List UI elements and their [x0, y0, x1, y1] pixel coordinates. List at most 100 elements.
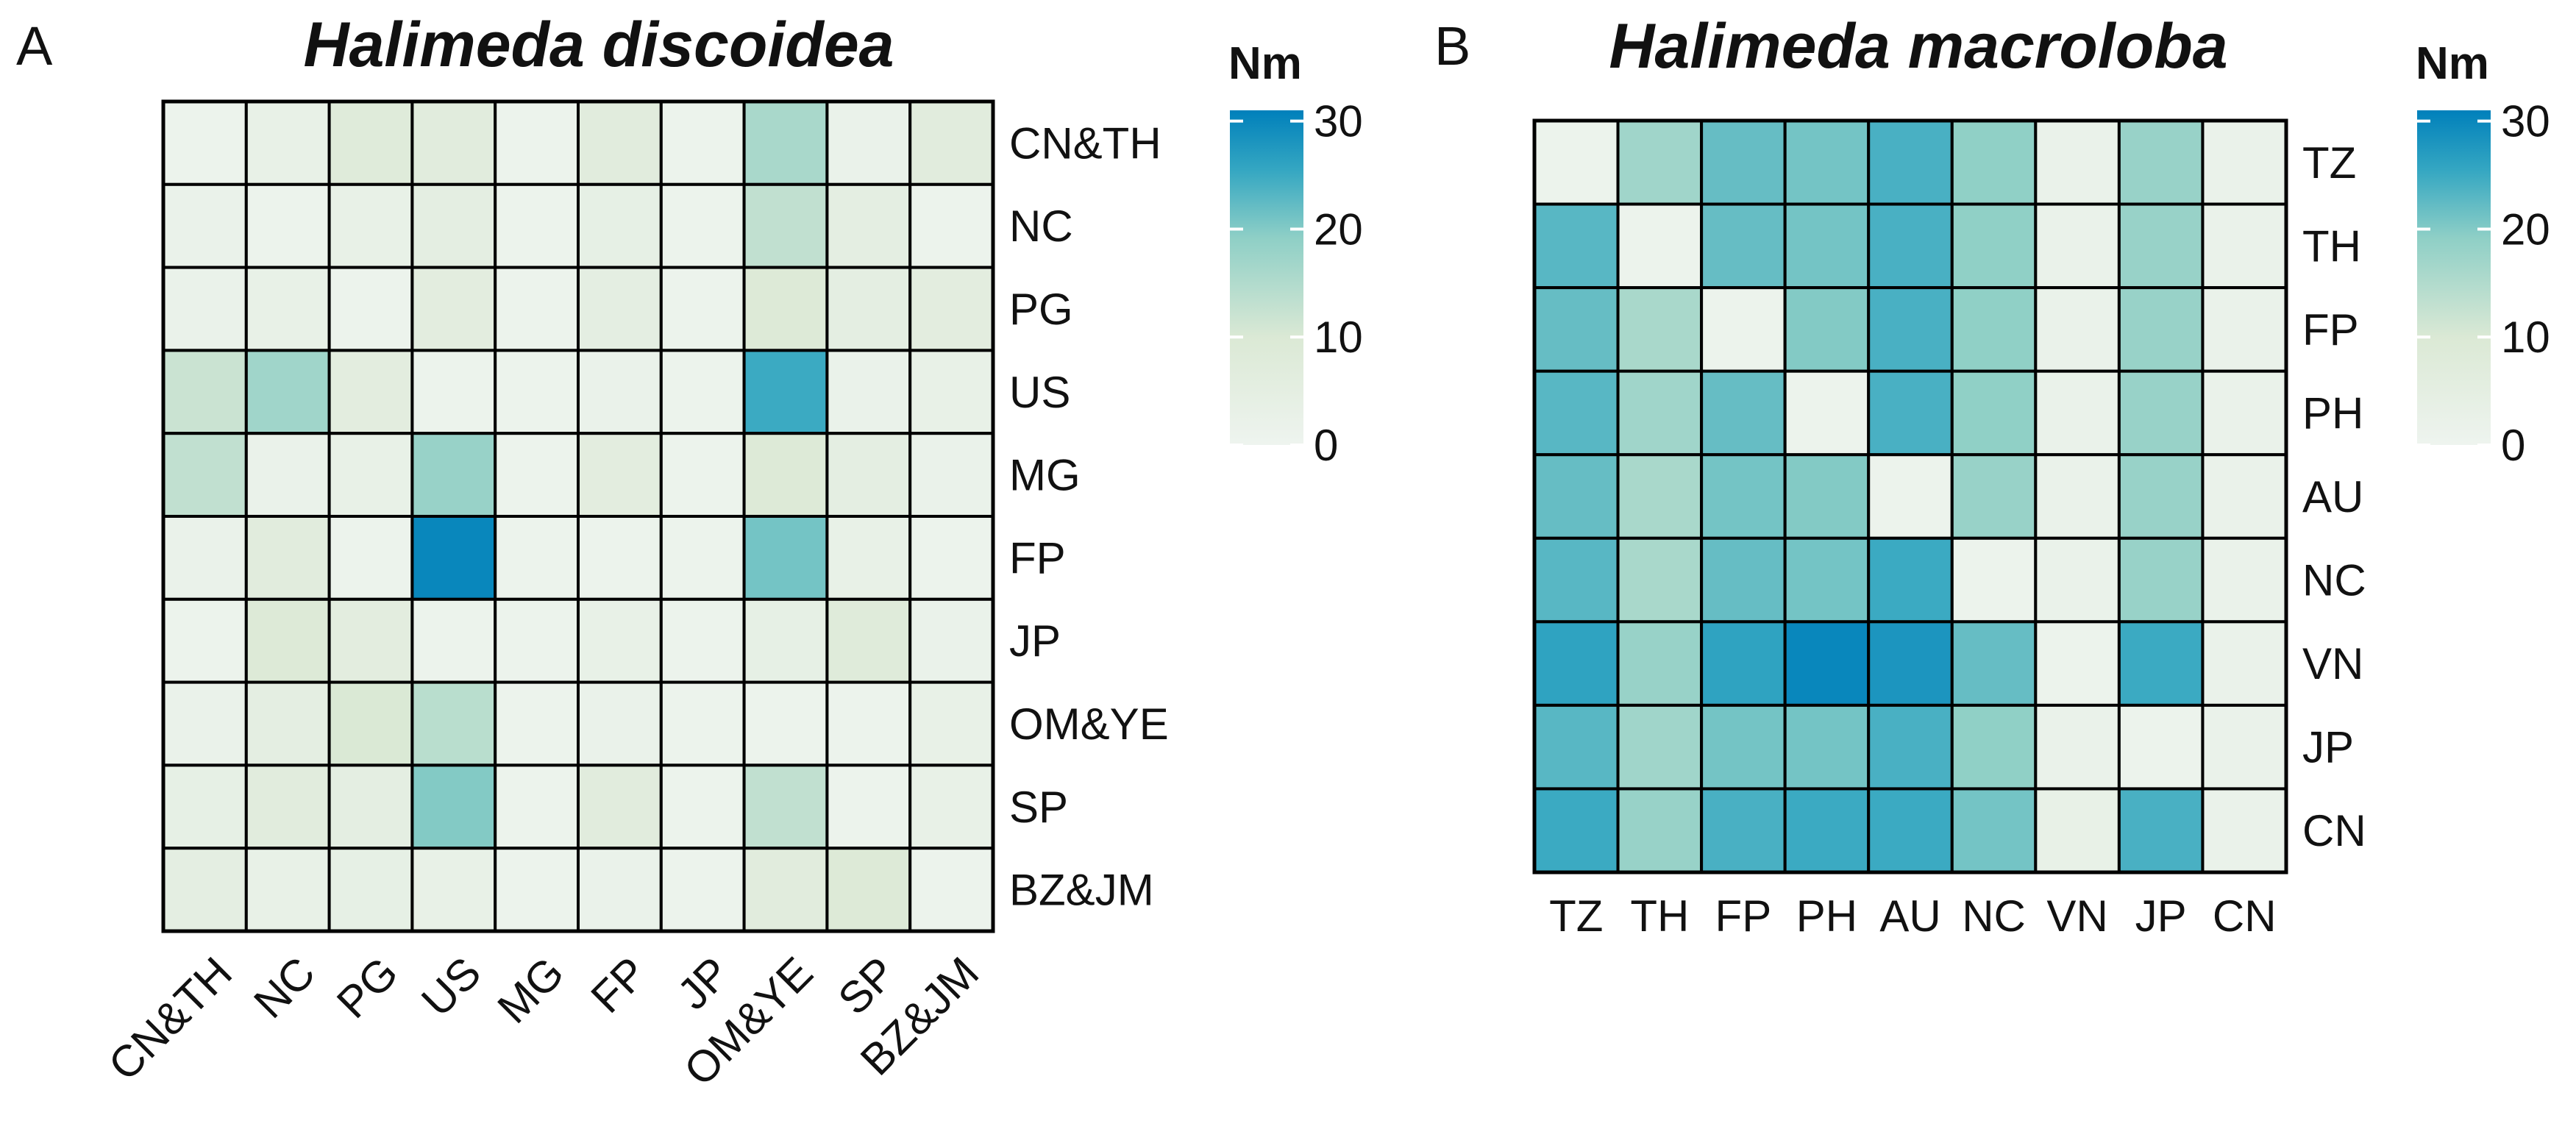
panel-a-cell-nc-sp [825, 182, 912, 269]
panel-b-cell-ph-au [1867, 369, 1954, 457]
panel-b-cell-th-fp [1700, 202, 1787, 290]
panel-b-cell-th-vn [2034, 202, 2121, 290]
panel-b-cell-jp-vn [2034, 703, 2121, 791]
panel-a-row-label-jp: JP [1009, 616, 1061, 666]
panel-a-legend-title: Nm [1228, 38, 1302, 89]
panel-a-cell-cn-th-nc [244, 100, 331, 186]
panel-a-cell-sp-sp [825, 763, 912, 850]
panel-b-cell-jp-jp [2117, 703, 2205, 791]
panel-b-cell-th-cn [2201, 202, 2288, 290]
panel-a-cell-cn-th-jp [659, 100, 746, 186]
panel-a-cell-us-pg [327, 349, 414, 435]
panel-b-cell-fp-fp [1700, 286, 1787, 373]
panel-b-cell-jp-cn [2201, 703, 2288, 791]
panel-a-cell-nc-cn-th [162, 182, 248, 269]
panel-a-row-label-om-ye: OM&YE [1009, 699, 1169, 749]
panel-b-legend-tick-label-20: 20 [2501, 204, 2550, 254]
panel-a-cells [161, 99, 995, 933]
panel-b-cell-nc-au [1867, 536, 1954, 624]
panel-b-cell-th-au [1867, 202, 1954, 290]
panel-b-legend-tick-label-10: 10 [2501, 313, 2550, 362]
panel-b-col-label-fp: FP [1715, 891, 1772, 941]
panel-b-cell-vn-au [1867, 620, 1954, 707]
panel-b-cell-tz-nc [1950, 119, 2038, 206]
panel-b-cell-cn-fp [1700, 787, 1787, 875]
panel-a-legend: Nm 30 20 10 0 [1228, 38, 1363, 470]
panel-a-cell-nc-jp [659, 182, 746, 269]
panel-b-col-label-nc: NC [1962, 891, 2026, 941]
panel-b-cell-cn-cn [2201, 787, 2288, 875]
panel-a-cell-om-ye-jp [659, 680, 746, 767]
panel-a-cell-pg-om-ye [742, 266, 829, 352]
panel-b-cell-cn-au [1867, 787, 1954, 875]
panel-b-legend-tick-label-0: 0 [2501, 421, 2525, 470]
panel-a-cell-sp-us [410, 763, 497, 850]
panel-a-row-label-mg: MG [1009, 451, 1081, 500]
panel-b-cell-tz-cn [2201, 119, 2288, 206]
panel-a-cell-us-fp [577, 349, 663, 435]
panel-b-cell-cn-nc [1950, 787, 2038, 875]
panel-a-cell-om-ye-om-ye [742, 680, 829, 767]
panel-a-cell-jp-bz-jm [908, 597, 995, 684]
panel-a-cell-nc-om-ye [742, 182, 829, 269]
panel-b-legend-title: Nm [2416, 38, 2489, 89]
panel-b-row-labels: TZ TH FP PH AU NC VN JP CN [2302, 138, 2366, 855]
panel-b-cell-ph-th [1616, 369, 1704, 457]
panel-a-legend-tick-label-30: 30 [1314, 97, 1363, 146]
panel-a-cell-cn-th-cn-th [162, 100, 248, 186]
panel-a-cell-us-mg [494, 349, 580, 435]
panel-a-cell-cn-th-pg [327, 100, 414, 186]
panel-a-cell-us-bz-jm [908, 349, 995, 435]
panel-b-col-label-vn: VN [2046, 891, 2107, 941]
panel-a-legend-ticks: 30 20 10 0 [1230, 97, 1363, 470]
panel-a-cell-fp-om-ye [742, 515, 829, 601]
panel-a-cell-nc-nc [244, 182, 331, 269]
panel-a-cell-jp-cn-th [162, 597, 248, 684]
panel-a-cell-bz-jm-jp [659, 847, 746, 933]
panel-a-cell-om-ye-mg [494, 680, 580, 767]
panel-b-cell-nc-ph [1783, 536, 1871, 624]
panel-b-cell-jp-ph [1783, 703, 1871, 791]
panel-b-cell-nc-tz [1533, 536, 1620, 624]
panel-a-cell-sp-jp [659, 763, 746, 850]
panel-a-cell-nc-pg [327, 182, 414, 269]
panel-b-cell-tz-ph [1783, 119, 1871, 206]
panel-b-row-label-vn: VN [2302, 639, 2363, 688]
panel-a-cell-fp-us [410, 515, 497, 601]
panel-a-cell-sp-cn-th [162, 763, 248, 850]
panel-a-cell-bz-jm-om-ye [742, 847, 829, 933]
panel-b-cell-au-nc [1950, 453, 2038, 540]
panel-b-color-scale [2417, 110, 2491, 445]
panel-a-cell-jp-om-ye [742, 597, 829, 684]
panel-a-cell-mg-fp [577, 432, 663, 519]
panel-a-cell-us-cn-th [162, 349, 248, 435]
panel-a-col-label-mg: MG [488, 947, 574, 1033]
panel-b-cell-vn-cn [2201, 620, 2288, 707]
panel-b-cell-vn-th [1616, 620, 1704, 707]
panel-b-cell-th-nc [1950, 202, 2038, 290]
panel-b-cell-ph-ph [1783, 369, 1871, 457]
panel-b-cell-vn-jp [2117, 620, 2205, 707]
panel-a-cell-us-nc [244, 349, 331, 435]
panel-b-cell-au-au [1867, 453, 1954, 540]
panel-b-cell-nc-nc [1950, 536, 2038, 624]
panel-a-row-label-bz-jm: BZ&JM [1009, 866, 1154, 915]
panel-a-cell-bz-jm-nc [244, 847, 331, 933]
panel-b-cell-jp-tz [1533, 703, 1620, 791]
panel-a-heatmap-border [161, 99, 995, 933]
panel-a-cell-nc-fp [577, 182, 663, 269]
panel-b-cell-au-th [1616, 453, 1704, 540]
panel-a-cell-us-sp [825, 349, 912, 435]
panel-a-cell-us-us [410, 349, 497, 435]
panel-a-cell-cn-th-us [410, 100, 497, 186]
panel-a-cell-us-om-ye [742, 349, 829, 435]
panel-a-row-label-cn-th: CN&TH [1009, 118, 1161, 168]
panel-a-cell-pg-us [410, 266, 497, 352]
panel-b-cell-cn-jp [2117, 787, 2205, 875]
panel-b-cell-jp-au [1867, 703, 1954, 791]
panel-a-cell-bz-jm-pg [327, 847, 414, 933]
panel-b-col-label-ph: PH [1796, 891, 1857, 941]
panel-a-cell-om-ye-pg [327, 680, 414, 767]
